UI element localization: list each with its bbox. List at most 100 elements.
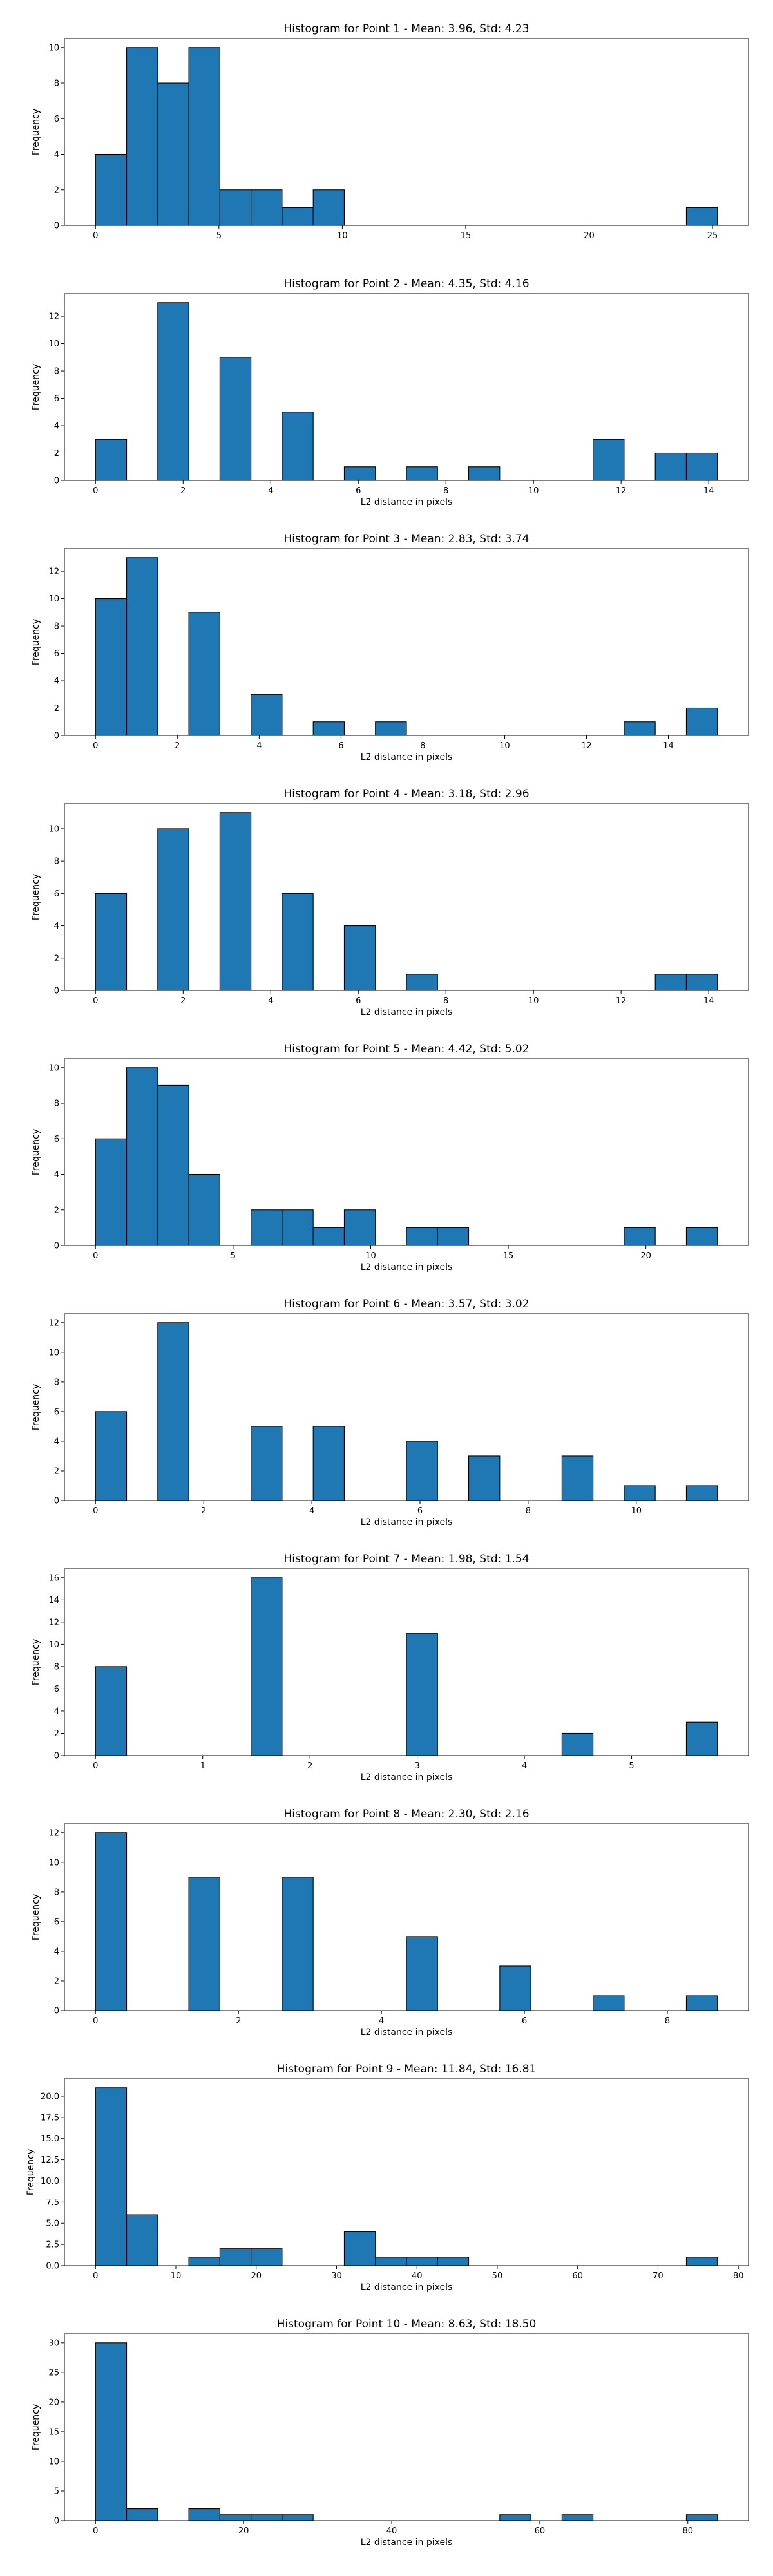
y-tick-label: 10 xyxy=(48,1063,59,1073)
histogram-bar xyxy=(126,2508,158,2521)
x-tick-label: 0 xyxy=(93,1251,98,1261)
histogram-bar xyxy=(157,828,189,991)
histogram-bar xyxy=(251,1426,283,1501)
histogram-bar xyxy=(499,1965,531,2011)
y-tick-label: 20.0 xyxy=(41,2092,59,2101)
y-tick-label: 6 xyxy=(54,649,59,659)
y-tick-label: 6 xyxy=(54,115,59,124)
x-axis-label: L2 distance in pixels xyxy=(361,497,453,507)
y-tick-label: 6 xyxy=(54,1917,59,1927)
histogram-bar xyxy=(126,1067,158,1246)
y-tick-label: 2 xyxy=(54,1976,59,1986)
chart-title: Histogram for Point 7 - Mean: 1.98, Std:… xyxy=(283,1553,529,1566)
x-tick-label: 6 xyxy=(356,996,361,1006)
y-tick-label: 2 xyxy=(54,1729,59,1739)
y-axis-label: Frequency xyxy=(31,1129,41,1175)
x-tick-label: 40 xyxy=(412,2271,423,2281)
histogram-bar xyxy=(95,893,128,991)
histogram-bar xyxy=(593,439,625,481)
histogram-bar xyxy=(312,1227,345,1246)
histogram-chart-9: Histogram for Point 9 - Mean: 11.84, Std… xyxy=(26,2063,749,2293)
y-tick-label: 10 xyxy=(48,1348,59,1358)
histogram-bar xyxy=(437,2257,470,2266)
x-tick-label: 10 xyxy=(528,486,539,496)
histogram-bar xyxy=(251,2514,283,2521)
x-tick-label: 0 xyxy=(93,1761,98,1771)
y-tick-label: 10 xyxy=(48,824,59,834)
x-axis-label: L2 distance in pixels xyxy=(361,752,453,762)
x-tick-label: 4 xyxy=(522,1761,527,1771)
y-tick-label: 2 xyxy=(54,1466,59,1476)
y-tick-label: 10 xyxy=(48,2457,59,2467)
x-tick-label: 70 xyxy=(653,2271,663,2281)
y-tick-label: 0 xyxy=(54,732,59,741)
y-tick-label: 8 xyxy=(54,1378,59,1387)
y-tick-label: 4 xyxy=(54,677,59,687)
histogram-bar xyxy=(282,893,314,991)
histogram-chart-5: Histogram for Point 5 - Mean: 4.42, Std:… xyxy=(31,1043,749,1273)
x-axis-label: L2 distance in pixels xyxy=(361,1517,453,1528)
histogram-bar xyxy=(251,189,283,226)
x-axis-label: L2 distance in pixels xyxy=(361,2027,453,2038)
y-tick-label: 8 xyxy=(54,622,59,632)
y-tick-label: 8 xyxy=(54,79,59,89)
y-tick-label: 10.0 xyxy=(41,2177,59,2186)
histogram-bar xyxy=(561,1732,594,1756)
histogram-bar xyxy=(157,1084,189,1246)
x-tick-label: 5 xyxy=(629,1761,634,1771)
y-tick-label: 4 xyxy=(54,1437,59,1446)
x-axis-label: L2 distance in pixels xyxy=(361,1262,453,1273)
x-tick-label: 8 xyxy=(665,2016,670,2026)
y-tick-label: 0 xyxy=(54,2007,59,2016)
histogram-bar xyxy=(343,1209,376,1246)
histogram-chart-7: Histogram for Point 7 - Mean: 1.98, Std:… xyxy=(31,1553,749,1783)
x-tick-label: 0 xyxy=(93,996,98,1006)
histogram-bar xyxy=(126,2214,158,2266)
chart-title: Histogram for Point 5 - Mean: 4.42, Std:… xyxy=(283,1043,529,1056)
histogram-bar xyxy=(251,1577,283,1756)
chart-title: Histogram for Point 8 - Mean: 2.30, Std:… xyxy=(283,1808,529,1821)
histogram-bar xyxy=(219,189,252,226)
y-tick-label: 6 xyxy=(54,1407,59,1417)
histogram-bar xyxy=(251,1209,283,1246)
y-tick-label: 4 xyxy=(54,150,59,160)
y-tick-label: 8 xyxy=(54,1099,59,1109)
histogram-bar xyxy=(654,974,687,991)
x-tick-label: 6 xyxy=(522,2016,527,2026)
histogram-bar xyxy=(219,2248,252,2266)
histogram-bar xyxy=(95,1832,128,2011)
y-tick-label: 7.5 xyxy=(46,2198,59,2208)
x-tick-label: 8 xyxy=(526,1506,531,1516)
y-tick-label: 15.0 xyxy=(41,2134,59,2144)
histogram-bar xyxy=(685,2257,718,2266)
plot-frame xyxy=(64,803,749,991)
y-tick-label: 4 xyxy=(54,1170,59,1180)
y-axis-label: Frequency xyxy=(31,1894,41,1940)
histogram-bar xyxy=(219,2514,252,2521)
plot-frame xyxy=(64,548,749,736)
y-tick-label: 8 xyxy=(54,1662,59,1672)
plot-frame xyxy=(64,2078,749,2266)
plot-frame xyxy=(64,1058,749,1246)
x-tick-label: 8 xyxy=(443,486,448,496)
y-axis-label: Frequency xyxy=(31,109,41,155)
y-tick-label: 16 xyxy=(48,1573,59,1583)
y-tick-label: 6 xyxy=(54,1685,59,1694)
y-axis-label: Frequency xyxy=(31,874,41,920)
histogram-bar xyxy=(157,1322,189,1501)
plot-frame xyxy=(64,293,749,481)
y-axis-label: Frequency xyxy=(26,2149,36,2195)
histogram-bar xyxy=(561,1455,594,1501)
histogram-bar xyxy=(685,1995,718,2011)
x-tick-label: 6 xyxy=(417,1506,423,1516)
chart-title: Histogram for Point 6 - Mean: 3.57, Std:… xyxy=(283,1298,529,1311)
x-tick-label: 0 xyxy=(93,486,98,496)
histogram-bar xyxy=(188,2257,220,2266)
histogram-bar xyxy=(624,1227,656,1246)
histogram-bar xyxy=(219,357,252,481)
x-tick-label: 14 xyxy=(663,741,674,751)
histogram-chart-6: Histogram for Point 6 - Mean: 3.57, Std:… xyxy=(31,1298,749,1528)
x-tick-label: 15 xyxy=(503,1251,514,1261)
y-tick-label: 4 xyxy=(54,422,59,431)
